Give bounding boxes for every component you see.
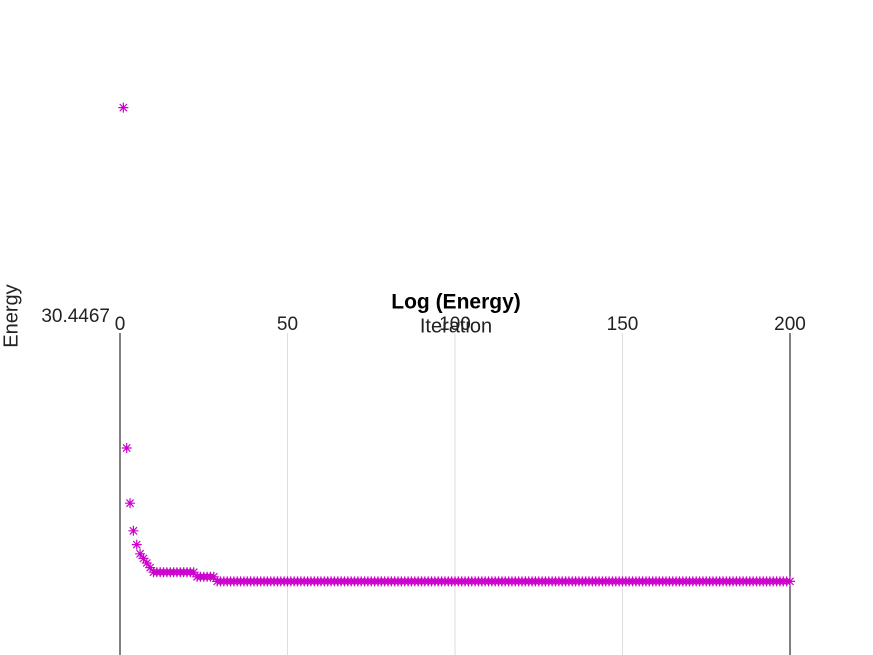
point (145, 562, 156, 573)
x-tick-label: 200 (774, 314, 806, 335)
point (128, 525, 139, 536)
point (135, 548, 146, 559)
point (208, 571, 219, 582)
x-tick-label: 100 (439, 314, 471, 335)
point (118, 102, 129, 113)
y-axis-label: Energy (0, 284, 22, 347)
chart-title: Log (Energy) (391, 291, 521, 314)
x-tick-label: 150 (607, 314, 639, 335)
x-axis-label: Iteration (420, 315, 492, 337)
point (121, 443, 132, 453)
point (138, 553, 149, 564)
y-tick-label: 30.4467 (41, 306, 110, 327)
point (125, 498, 136, 509)
marks (118, 103, 795, 587)
grid (287, 333, 623, 655)
point (141, 558, 152, 568)
point (188, 567, 199, 578)
point (785, 576, 795, 587)
x-tick-label: 50 (277, 314, 298, 335)
point (131, 539, 142, 550)
x-tick-label: 0 (115, 314, 126, 335)
